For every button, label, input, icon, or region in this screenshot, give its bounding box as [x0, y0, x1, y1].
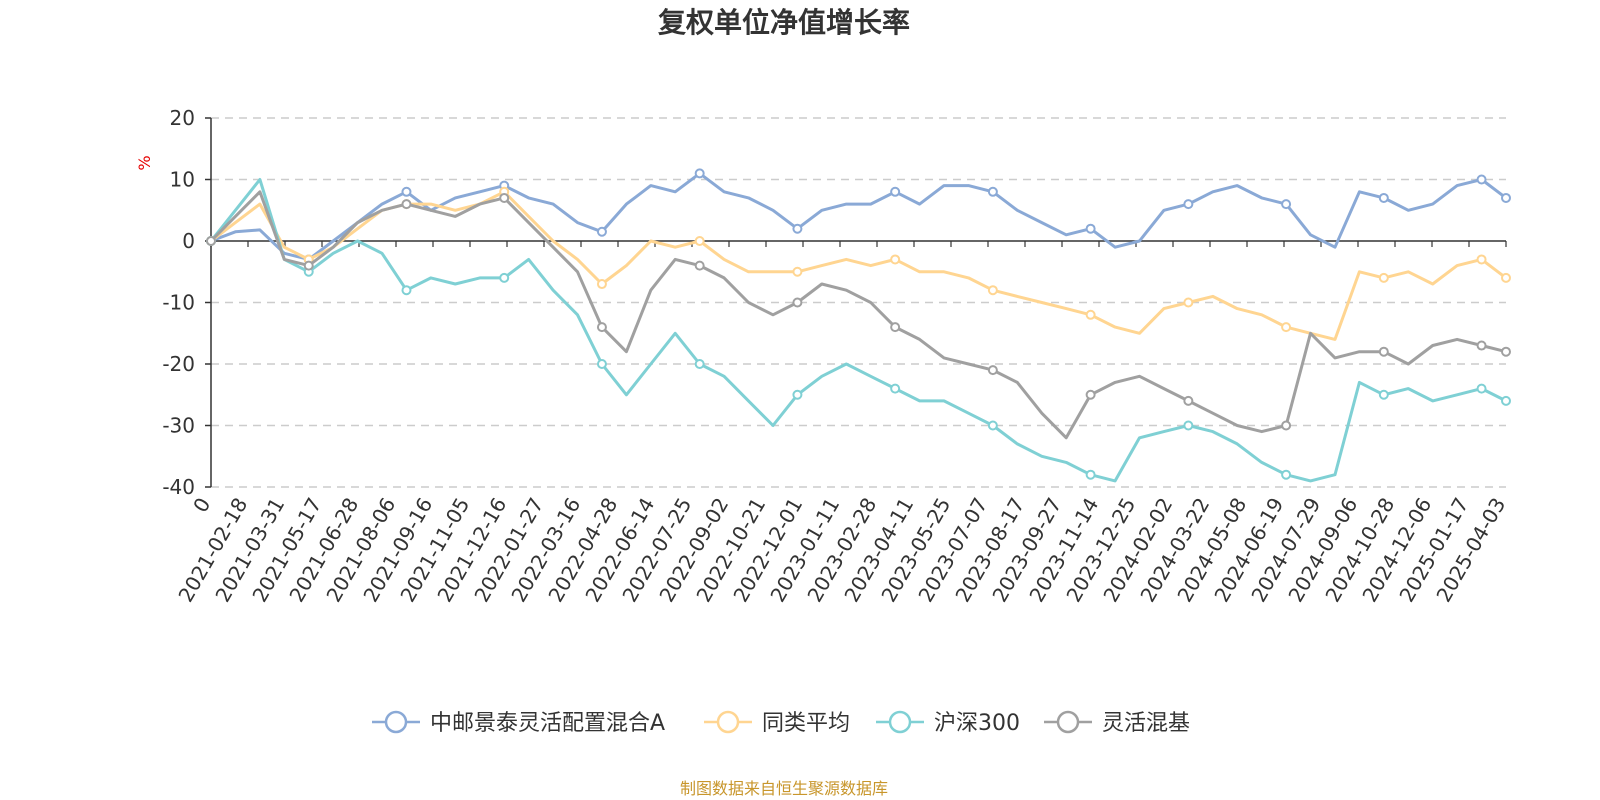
- data-point: [303, 260, 314, 271]
- data-point: [890, 186, 901, 197]
- data-point: [401, 199, 412, 210]
- data-point: [1085, 223, 1096, 234]
- y-tick-label: -20: [162, 352, 195, 376]
- data-point: [596, 279, 607, 290]
- data-point: [1378, 192, 1389, 203]
- axis-layer: 20100-10-20-30-4002021-02-182021-03-3120…: [162, 106, 1510, 606]
- data-point: [1476, 254, 1487, 265]
- data-point: [694, 359, 705, 369]
- data-point: [499, 192, 510, 203]
- data-point: [987, 365, 998, 376]
- data-point: [890, 254, 901, 265]
- data-point: [1183, 395, 1194, 406]
- data-point: [694, 260, 705, 271]
- data-point: [792, 266, 803, 277]
- data-point: [1476, 174, 1487, 185]
- legend-item[interactable]: 灵活混基: [1044, 710, 1190, 736]
- legend-label: 沪深300: [934, 711, 1020, 736]
- data-point: [1501, 395, 1511, 406]
- y-axis-unit-label: %: [135, 155, 154, 170]
- data-point: [1476, 340, 1487, 351]
- y-tick-label: -10: [162, 291, 195, 315]
- data-point: [1281, 322, 1292, 333]
- data-point: [206, 236, 216, 246]
- data-point: [890, 383, 901, 394]
- data-point: [1183, 420, 1194, 431]
- legend-marker: [716, 710, 740, 734]
- data-point: [1281, 199, 1292, 210]
- data-point: [1085, 309, 1096, 320]
- series-line: [210, 190, 1507, 341]
- data-point: [1183, 297, 1194, 308]
- data-source-note: 制图数据来自恒生聚源数据库: [680, 779, 888, 798]
- y-tick-label: -40: [162, 475, 195, 499]
- data-point: [792, 297, 803, 308]
- data-point: [1378, 346, 1389, 357]
- legend-label: 灵活混基: [1102, 711, 1190, 736]
- data-point: [1378, 389, 1389, 400]
- series-1: [206, 186, 1511, 341]
- data-point: [1085, 389, 1096, 400]
- data-point: [890, 322, 901, 333]
- legend-label: 同类平均: [762, 711, 850, 736]
- legend-marker: [1056, 710, 1080, 734]
- data-point: [987, 420, 998, 431]
- data-point: [1476, 383, 1487, 394]
- series-line: [210, 171, 1507, 261]
- x-tick-label: 0: [188, 494, 215, 517]
- data-point: [1378, 272, 1389, 283]
- data-point: [987, 285, 998, 296]
- data-point: [499, 272, 510, 283]
- data-point: [1501, 272, 1511, 283]
- legend-marker: [384, 710, 408, 734]
- legend-marker: [888, 710, 912, 734]
- y-tick-label: -30: [162, 414, 195, 438]
- y-tick-label: 10: [170, 168, 195, 192]
- data-point: [1281, 420, 1292, 431]
- legend[interactable]: 中邮景泰灵活配置混合A 同类平均 沪深300 灵活混基: [372, 710, 1190, 736]
- series-2: [206, 178, 1511, 483]
- data-point: [792, 389, 803, 400]
- series-0: [206, 168, 1511, 265]
- legend-label: 中邮景泰灵活配置混合A: [430, 711, 665, 736]
- data-point: [694, 236, 705, 246]
- data-point: [596, 226, 607, 237]
- chart-title: 复权单位净值增长率: [658, 6, 910, 39]
- series-line: [209, 178, 1507, 483]
- data-point: [401, 186, 412, 197]
- series-3: [206, 190, 1511, 440]
- data-point: [792, 223, 803, 234]
- data-point: [596, 322, 607, 333]
- data-point: [694, 168, 705, 179]
- data-point: [1281, 469, 1292, 480]
- legend-item[interactable]: 中邮景泰灵活配置混合A: [372, 710, 665, 736]
- data-point: [987, 186, 998, 197]
- data-point: [1501, 192, 1511, 203]
- y-tick-label: 0: [182, 229, 195, 253]
- legend-item[interactable]: 沪深300: [876, 710, 1020, 736]
- data-point: [1085, 469, 1096, 480]
- data-point: [1183, 199, 1194, 210]
- legend-item[interactable]: 同类平均: [704, 710, 850, 736]
- data-point: [401, 285, 412, 296]
- data-point: [596, 359, 607, 369]
- series-line: [209, 190, 1507, 440]
- y-tick-label: 20: [170, 106, 195, 130]
- data-point: [1501, 346, 1511, 357]
- series-layer: [206, 168, 1511, 483]
- grid-layer: [211, 117, 1506, 488]
